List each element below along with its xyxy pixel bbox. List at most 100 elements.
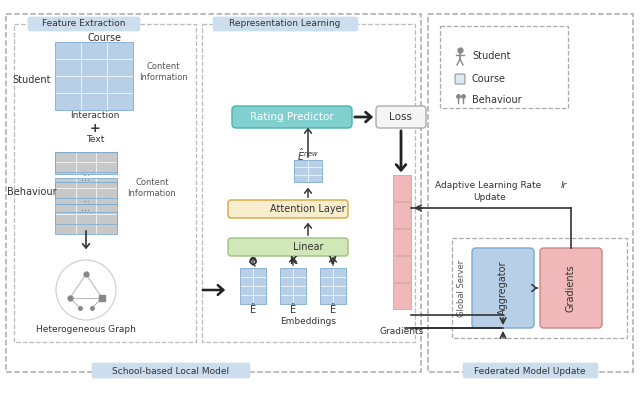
Bar	[240, 277, 253, 286]
Bar	[280, 268, 306, 304]
Bar	[333, 286, 346, 295]
Text: Embeddings: Embeddings	[280, 318, 336, 326]
Bar	[320, 268, 346, 304]
Text: Loss: Loss	[390, 112, 413, 122]
Bar	[6, 14, 421, 372]
Bar	[76, 223, 97, 234]
Text: Student: Student	[472, 51, 511, 61]
Text: Rating Predictor: Rating Predictor	[250, 112, 334, 122]
Bar	[280, 295, 293, 304]
Bar	[294, 160, 308, 168]
Bar	[55, 93, 81, 110]
Bar	[294, 175, 308, 182]
Bar	[81, 93, 107, 110]
Bar	[280, 268, 293, 277]
Text: Content
Information: Content Information	[127, 178, 177, 198]
FancyBboxPatch shape	[228, 200, 348, 218]
Bar	[293, 277, 306, 286]
Bar	[76, 162, 97, 172]
Text: $\hat{E}^{new}$: $\hat{E}^{new}$	[297, 147, 319, 163]
Bar	[107, 76, 133, 93]
Bar	[55, 178, 76, 188]
Bar	[240, 286, 253, 295]
Bar	[280, 277, 293, 286]
Text: Representation Learning: Representation Learning	[229, 19, 340, 29]
Bar	[55, 152, 76, 163]
Text: Course: Course	[88, 33, 122, 43]
Bar	[308, 175, 322, 182]
Text: Global Server: Global Server	[458, 259, 467, 317]
Bar	[97, 188, 117, 198]
Text: Interaction: Interaction	[70, 112, 120, 120]
FancyBboxPatch shape	[376, 106, 426, 128]
Bar	[76, 152, 97, 163]
Text: Gradients: Gradients	[380, 327, 424, 337]
Bar	[280, 286, 293, 295]
Text: School-based Local Model: School-based Local Model	[113, 367, 230, 375]
Bar	[320, 277, 333, 286]
Bar	[294, 168, 308, 175]
Bar	[55, 212, 117, 234]
Bar	[293, 268, 306, 277]
Bar	[55, 152, 117, 172]
Text: Course: Course	[472, 74, 506, 84]
Bar	[55, 42, 133, 110]
Bar	[107, 93, 133, 110]
Text: ...: ...	[82, 194, 90, 204]
FancyBboxPatch shape	[455, 74, 465, 84]
Bar	[107, 59, 133, 76]
Bar	[452, 238, 627, 338]
Bar	[76, 188, 97, 198]
Bar	[55, 212, 76, 223]
Bar	[428, 14, 633, 372]
Bar	[55, 152, 117, 174]
Bar	[97, 223, 117, 234]
Bar	[393, 202, 411, 228]
Bar	[97, 212, 117, 223]
Bar	[76, 178, 97, 188]
Bar	[55, 163, 76, 174]
Text: Ê: Ê	[330, 305, 336, 315]
Text: Aggregator: Aggregator	[498, 261, 508, 315]
Bar	[76, 152, 97, 162]
Bar	[293, 295, 306, 304]
Bar	[202, 24, 415, 342]
Bar	[240, 268, 266, 304]
Bar	[97, 193, 117, 204]
Circle shape	[56, 260, 116, 320]
Text: K: K	[289, 256, 297, 266]
Text: lr: lr	[561, 181, 567, 190]
Bar	[76, 204, 97, 214]
Bar	[76, 182, 97, 193]
Text: +: +	[90, 122, 100, 135]
Text: ...: ...	[81, 203, 90, 213]
Bar	[97, 214, 117, 224]
Bar	[293, 286, 306, 295]
FancyBboxPatch shape	[228, 238, 348, 256]
Bar	[308, 160, 322, 168]
Text: Ê: Ê	[290, 305, 296, 315]
FancyBboxPatch shape	[540, 248, 602, 328]
FancyBboxPatch shape	[92, 363, 250, 378]
Bar	[393, 283, 411, 309]
Bar	[240, 295, 253, 304]
Bar	[308, 168, 322, 175]
Bar	[55, 204, 117, 224]
Text: Behaviour: Behaviour	[472, 95, 522, 105]
Bar	[14, 24, 196, 342]
Bar	[55, 59, 81, 76]
Bar	[55, 178, 117, 198]
Text: Student: Student	[13, 75, 51, 85]
Bar	[253, 286, 266, 295]
Bar	[333, 277, 346, 286]
Bar	[55, 223, 76, 234]
FancyBboxPatch shape	[472, 248, 534, 328]
Text: Adaptive Learning Rate: Adaptive Learning Rate	[435, 181, 545, 190]
Bar	[253, 295, 266, 304]
Bar	[253, 277, 266, 286]
Text: Q: Q	[249, 256, 257, 266]
Bar	[55, 162, 76, 172]
Bar	[55, 76, 81, 93]
Text: V: V	[329, 256, 337, 266]
Text: ...: ...	[81, 173, 90, 183]
